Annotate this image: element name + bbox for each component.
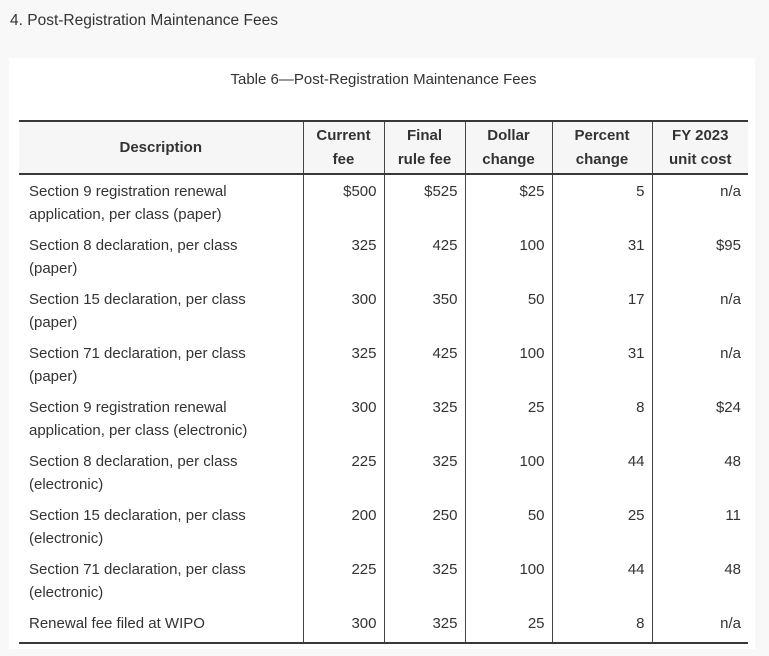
fy2023-unit-cost-cell: $24 [651,391,748,445]
description-cell: Section 9 registration renewal applicati… [29,183,227,223]
description-cell: Section 8 declaration, per class (paper) [29,237,238,277]
dollar-change-cell: 25 [464,391,552,445]
percent-change-cell: 44 [551,553,652,607]
current-fee-cell: $500 [302,174,384,229]
table-row: Section 71 declaration, per class (elect… [19,553,748,607]
final-rule-fee-cell: 425 [383,337,465,391]
page-heading: 4. Post-Registration Maintenance Fees [10,12,278,29]
current-fee-cell: 225 [302,445,384,499]
percent-change-cell: 5 [551,174,652,229]
fees-table: Description Current fee Final rule fee D… [19,120,748,644]
fy2023-unit-cost-cell: n/a [651,337,748,391]
dollar-change-cell: 100 [464,337,552,391]
fy2023-unit-cost-cell: 48 [651,553,748,607]
table-row: Section 15 declaration, per class (elect… [19,499,748,553]
fy2023-unit-cost-cell: n/a [651,283,748,337]
column-header-percent-change: Percent change [551,121,652,175]
column-header-final-rule-fee: Final rule fee [383,121,465,175]
final-rule-fee-cell: 250 [383,499,465,553]
current-fee-cell: 325 [302,337,384,391]
final-rule-fee-cell: 325 [383,553,465,607]
dollar-change-cell: 100 [464,553,552,607]
column-header-fy2023-unit-cost: FY 2023 unit cost [651,121,748,175]
current-fee-cell: 300 [302,607,384,643]
description-cell: Section 8 declaration, per class (electr… [29,453,238,493]
percent-change-cell: 25 [551,499,652,553]
fy2023-unit-cost-cell: n/a [651,174,748,229]
table-row: Renewal fee filed at WIPO 300 325 25 8 n… [19,607,748,643]
column-header-current-fee: Current fee [302,121,384,175]
percent-change-cell: 31 [551,337,652,391]
description-cell: Section 15 declaration, per class (elect… [29,507,246,547]
final-rule-fee-cell: 325 [383,445,465,499]
percent-change-cell: 8 [551,607,652,643]
percent-change-cell: 44 [551,445,652,499]
dollar-change-cell: 50 [464,499,552,553]
description-cell: Section 9 registration renewal applicati… [29,399,248,439]
dollar-change-cell: 100 [464,445,552,499]
description-cell: Renewal fee filed at WIPO [29,615,205,632]
current-fee-cell: 225 [302,553,384,607]
final-rule-fee-cell: 325 [383,607,465,643]
table-caption: Table 6—Post-Registration Maintenance Fe… [230,71,537,88]
fy2023-unit-cost-cell: 48 [651,445,748,499]
final-rule-fee-cell: 325 [383,391,465,445]
current-fee-cell: 300 [302,283,384,337]
table-row: Section 9 registration renewal applicati… [19,174,748,229]
dollar-change-cell: 50 [464,283,552,337]
column-header-description: Description [19,121,303,175]
percent-change-cell: 8 [551,391,652,445]
table-row: Section 9 registration renewal applicati… [19,391,748,445]
current-fee-cell: 200 [302,499,384,553]
fy2023-unit-cost-cell: n/a [651,607,748,643]
dollar-change-cell: 25 [464,607,552,643]
description-cell: Section 15 declaration, per class (paper… [29,291,246,331]
description-cell: Section 71 declaration, per class (elect… [29,561,246,601]
table-row: Section 8 declaration, per class (electr… [19,445,748,499]
fy2023-unit-cost-cell: $95 [651,229,748,283]
final-rule-fee-cell: $525 [383,174,465,229]
percent-change-cell: 17 [551,283,652,337]
header-row: Description Current fee Final rule fee D… [19,121,748,175]
table-panel: Table 6—Post-Registration Maintenance Fe… [9,58,755,649]
final-rule-fee-cell: 425 [383,229,465,283]
table-row: Section 71 declaration, per class (paper… [19,337,748,391]
percent-change-cell: 31 [551,229,652,283]
current-fee-cell: 300 [302,391,384,445]
dollar-change-cell: 100 [464,229,552,283]
table-row: Section 8 declaration, per class (paper)… [19,229,748,283]
current-fee-cell: 325 [302,229,384,283]
final-rule-fee-cell: 350 [383,283,465,337]
table-row: Section 15 declaration, per class (paper… [19,283,748,337]
fy2023-unit-cost-cell: 11 [651,499,748,553]
column-header-dollar-change: Dollar change [464,121,552,175]
description-cell: Section 71 declaration, per class (paper… [29,345,246,385]
dollar-change-cell: $25 [464,174,552,229]
